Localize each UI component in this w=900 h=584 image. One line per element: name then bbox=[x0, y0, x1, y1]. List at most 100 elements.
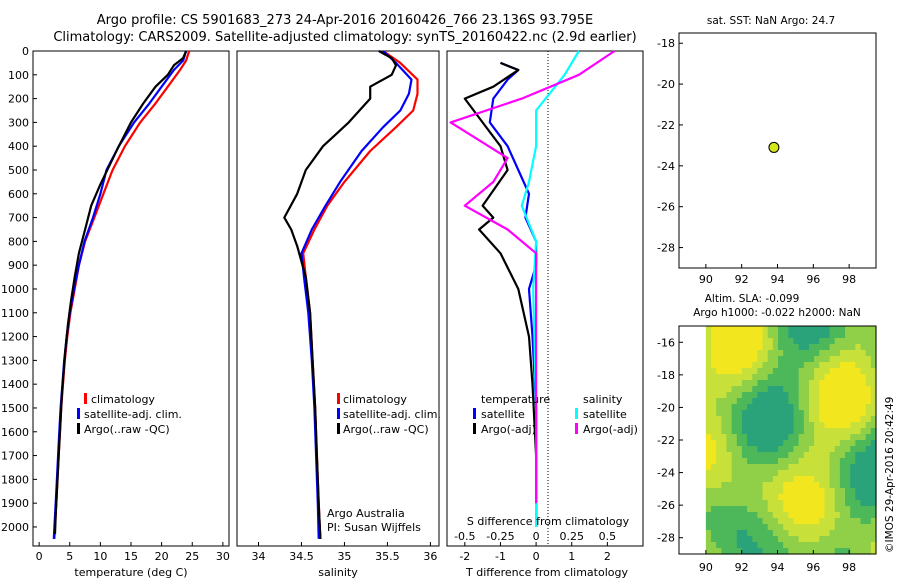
altimetry-cell bbox=[736, 410, 743, 417]
altimetry-cell bbox=[736, 338, 743, 345]
altimetry-cell bbox=[726, 344, 733, 351]
altimetry-cell bbox=[772, 422, 779, 429]
altimetry-cell bbox=[793, 416, 800, 423]
altimetry-cell bbox=[762, 476, 769, 483]
altimetry-cell bbox=[711, 500, 717, 507]
altimetry-cell bbox=[783, 350, 789, 357]
altimetry-cell bbox=[819, 524, 826, 531]
altimetry-cell bbox=[860, 326, 867, 333]
altimetry-cell bbox=[803, 458, 810, 465]
altimetry-cell bbox=[870, 362, 877, 369]
altimetry-cell bbox=[741, 548, 748, 555]
altimetry-cell bbox=[803, 488, 810, 495]
altimetry-cell bbox=[762, 536, 769, 543]
altimetry-cell bbox=[762, 458, 769, 465]
altimetry-cell bbox=[814, 326, 820, 333]
altimetry-cell bbox=[839, 422, 846, 429]
altimetry-cell bbox=[798, 464, 805, 471]
altimetry-cell bbox=[845, 524, 851, 531]
altimetry-cell bbox=[829, 470, 836, 477]
altimetry-cell bbox=[772, 392, 779, 399]
altimetry-cell bbox=[767, 440, 774, 447]
altimetry-cell bbox=[762, 374, 769, 381]
altimetry-cell bbox=[819, 410, 826, 417]
altimetry-cell bbox=[726, 356, 733, 363]
altimetry-cell bbox=[752, 434, 759, 441]
altimetry-cell bbox=[736, 440, 743, 447]
altimetry-cell bbox=[772, 518, 779, 525]
altimetry-cell bbox=[793, 518, 800, 525]
altimetry-cell bbox=[855, 440, 862, 447]
depth-tick-label: 1000 bbox=[1, 283, 29, 296]
altimetry-cell bbox=[855, 530, 862, 537]
alt-y-tick-label: -24 bbox=[657, 467, 675, 480]
altimetry-cell bbox=[819, 332, 826, 339]
altimetry-cell bbox=[824, 428, 831, 435]
altimetry-cell bbox=[772, 452, 779, 459]
altimetry-cell bbox=[814, 470, 820, 477]
altimetry-cell bbox=[778, 488, 784, 495]
altimetry-cell bbox=[716, 434, 722, 441]
altimetry-cell bbox=[757, 446, 764, 453]
altimetry-cell bbox=[803, 536, 810, 543]
altimetry-cell bbox=[705, 470, 712, 477]
altimetry-cell bbox=[747, 326, 753, 333]
altimetry-cell bbox=[767, 332, 774, 339]
altimetry-cell bbox=[752, 494, 759, 501]
altimetry-cell bbox=[721, 398, 728, 405]
x-tick-label: 36 bbox=[423, 550, 437, 563]
altimetry-cell bbox=[752, 488, 759, 495]
altimetry-cell bbox=[865, 362, 872, 369]
altimetry-cell bbox=[788, 494, 795, 501]
altimetry-cell bbox=[845, 434, 851, 441]
altimetry-cell bbox=[865, 464, 872, 471]
altimetry-cell bbox=[845, 332, 851, 339]
altimetry-cell bbox=[741, 422, 748, 429]
altimetry-cell bbox=[757, 428, 764, 435]
altimetry-cell bbox=[819, 518, 826, 525]
altimetry-cell bbox=[711, 440, 717, 447]
altimetry-cell bbox=[762, 410, 769, 417]
altimetry-cell bbox=[829, 518, 836, 525]
altimetry-cell bbox=[860, 440, 867, 447]
altimetry-cell bbox=[726, 386, 733, 393]
altimetry-cell bbox=[736, 518, 743, 525]
altimetry-cell bbox=[721, 368, 728, 375]
altimetry-cell bbox=[762, 350, 769, 357]
altimetry-cell bbox=[803, 518, 810, 525]
altimetry-cell bbox=[814, 332, 820, 339]
altimetry-cell bbox=[798, 416, 805, 423]
altimetry-cell bbox=[860, 452, 867, 459]
altimetry-cell bbox=[834, 422, 841, 429]
altimetry-cell bbox=[819, 542, 826, 549]
altimetry-cell bbox=[711, 398, 717, 405]
altimetry-cell bbox=[855, 386, 862, 393]
altimetry-cell bbox=[783, 410, 789, 417]
temperature-axis-ticks: 0 5 10 15 20 25 30 bbox=[36, 542, 230, 563]
altimetry-cell bbox=[783, 524, 789, 531]
altimetry-cell bbox=[711, 374, 717, 381]
altimetry-cell bbox=[793, 350, 800, 357]
altimetry-cell bbox=[726, 350, 733, 357]
map-x-tick-label: 96 bbox=[806, 273, 820, 286]
altimetry-cell bbox=[736, 434, 743, 441]
sst-map-title: sat. SST: NaN Argo: 24.7 bbox=[707, 15, 835, 27]
altimetry-cell bbox=[747, 464, 753, 471]
altimetry-cell bbox=[865, 332, 872, 339]
altimetry-cell bbox=[814, 374, 820, 381]
altimetry-cell bbox=[808, 488, 815, 495]
altimetry-cell bbox=[716, 416, 722, 423]
altimetry-cell bbox=[736, 404, 743, 411]
altimetry-cell bbox=[845, 452, 851, 459]
altimetry-cell bbox=[778, 440, 784, 447]
temperature-panel: 0100200300400500600700800900100011001200… bbox=[1, 45, 230, 579]
salinity-axis-ticks: 34 34.5 35 35.5 36 bbox=[251, 542, 437, 563]
altimetry-cell bbox=[834, 476, 841, 483]
altimetry-cell bbox=[757, 518, 764, 525]
altimetry-cell bbox=[834, 332, 841, 339]
altimetry-cell bbox=[824, 512, 831, 519]
altimetry-cell bbox=[850, 470, 856, 477]
altimetry-cell bbox=[788, 512, 795, 519]
altimetry-cell bbox=[726, 494, 733, 501]
altimetry-cell bbox=[731, 542, 738, 549]
